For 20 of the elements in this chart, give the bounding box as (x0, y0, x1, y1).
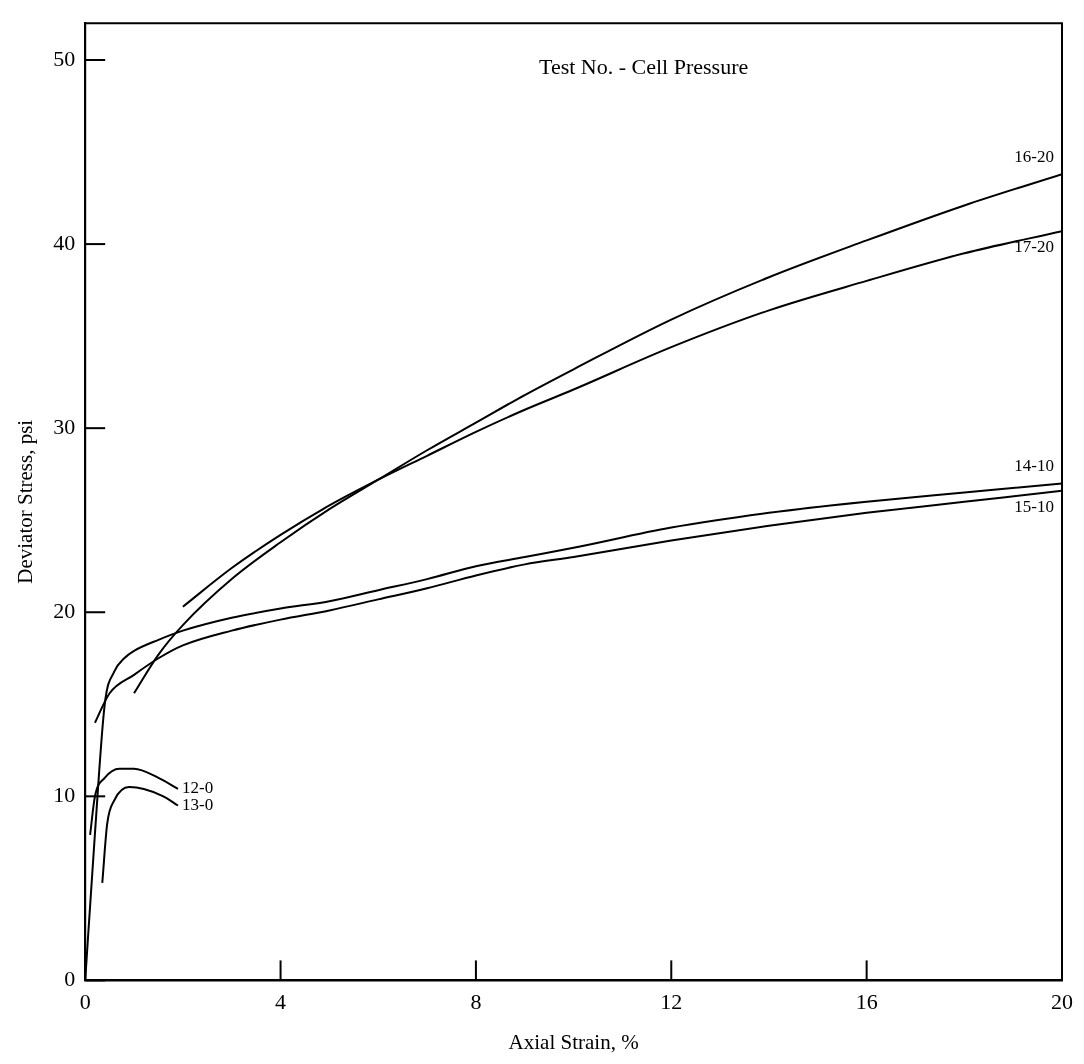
x-tick-label: 4 (275, 989, 287, 1015)
series-label: 12-0 (182, 778, 214, 798)
x-axis-title: Axial Strain, % (508, 1029, 639, 1054)
series-label: 15-10 (1014, 496, 1054, 516)
y-tick-label: 50 (53, 45, 76, 71)
y-tick-label: 20 (53, 598, 76, 624)
series-label: 13-0 (182, 795, 214, 814)
y-axis-title: Deviator Stress, psi (13, 419, 38, 584)
annotation: Test No. - Cell Pressure (538, 53, 749, 79)
y-tick-label: 40 (53, 229, 76, 255)
y-tick-label: 10 (53, 782, 76, 808)
series-label: 17-20 (1014, 237, 1054, 257)
x-tick-label: 20 (1051, 989, 1073, 1015)
y-tick-label: 0 (64, 966, 76, 992)
series-label: 14-10 (1014, 456, 1054, 476)
x-tick-label: 16 (855, 989, 878, 1015)
series-label: 16-20 (1014, 147, 1054, 167)
x-tick-label: 12 (660, 989, 683, 1015)
y-tick-label: 30 (53, 413, 76, 439)
x-tick-label: 8 (470, 989, 482, 1015)
